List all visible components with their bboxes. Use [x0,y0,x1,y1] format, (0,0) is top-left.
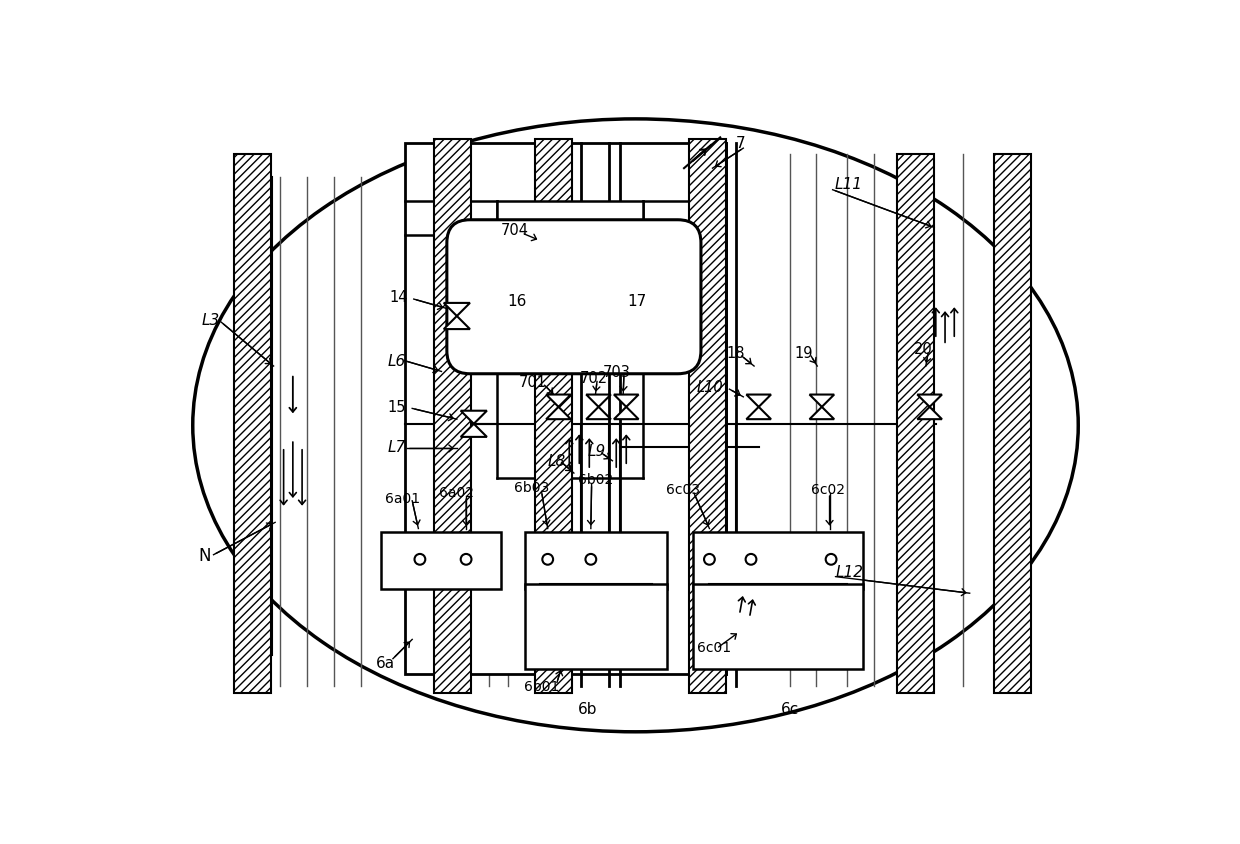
Text: 6b01: 6b01 [523,679,559,693]
Text: 17: 17 [627,294,647,309]
Polygon shape [546,408,570,419]
Circle shape [585,555,596,565]
Text: 704: 704 [501,223,528,238]
Circle shape [745,555,756,565]
Polygon shape [614,395,639,408]
Text: L12: L12 [836,565,864,580]
Polygon shape [404,143,727,674]
Polygon shape [708,584,847,668]
Polygon shape [746,395,771,408]
Polygon shape [693,532,863,590]
Text: L3: L3 [201,312,219,327]
Text: 20: 20 [914,342,932,356]
Polygon shape [918,408,942,419]
Text: 701: 701 [518,375,547,389]
Text: 6c01: 6c01 [697,641,732,654]
Circle shape [542,555,553,565]
Polygon shape [525,584,667,668]
Polygon shape [536,140,573,694]
Polygon shape [444,316,470,330]
Text: L7: L7 [388,440,405,455]
Text: 6a01: 6a01 [386,491,420,505]
Text: 7: 7 [735,136,745,151]
Text: L6: L6 [388,354,405,369]
Text: 16: 16 [507,294,527,309]
Text: 6b: 6b [578,701,598,717]
Text: 18: 18 [727,345,745,360]
Circle shape [704,555,714,565]
Polygon shape [918,395,942,408]
Text: 15: 15 [388,400,405,415]
Ellipse shape [192,120,1079,732]
Polygon shape [461,425,487,437]
Text: 702: 702 [580,371,608,386]
Polygon shape [587,408,611,419]
Polygon shape [525,532,667,590]
Text: N: N [198,546,211,564]
Polygon shape [693,584,863,668]
Polygon shape [810,408,835,419]
Polygon shape [541,584,652,668]
Circle shape [414,555,425,565]
Text: 6c02: 6c02 [811,483,846,496]
Polygon shape [993,155,1030,694]
Text: 14: 14 [389,289,408,305]
Polygon shape [434,140,471,694]
Polygon shape [689,140,727,694]
FancyBboxPatch shape [446,220,701,374]
Polygon shape [746,408,771,419]
Polygon shape [614,408,639,419]
Text: 703: 703 [603,365,631,380]
Circle shape [826,555,837,565]
Polygon shape [497,201,644,235]
Text: L10: L10 [697,380,724,395]
Circle shape [461,555,471,565]
Text: 6c03: 6c03 [666,483,701,496]
Text: 6b03: 6b03 [513,480,549,495]
Text: L11: L11 [835,177,862,192]
Text: 6a02: 6a02 [439,485,474,499]
Polygon shape [587,395,611,408]
Polygon shape [810,395,835,408]
Text: L8: L8 [548,454,565,468]
Polygon shape [382,532,501,590]
Text: 19: 19 [794,345,812,360]
Polygon shape [898,155,934,694]
Text: 6b02: 6b02 [578,473,613,487]
Polygon shape [233,155,270,694]
Polygon shape [461,411,487,425]
Polygon shape [444,304,470,316]
Polygon shape [546,395,570,408]
Text: L9: L9 [588,444,606,458]
Text: 6a: 6a [376,655,394,670]
Text: 6c: 6c [780,701,799,717]
